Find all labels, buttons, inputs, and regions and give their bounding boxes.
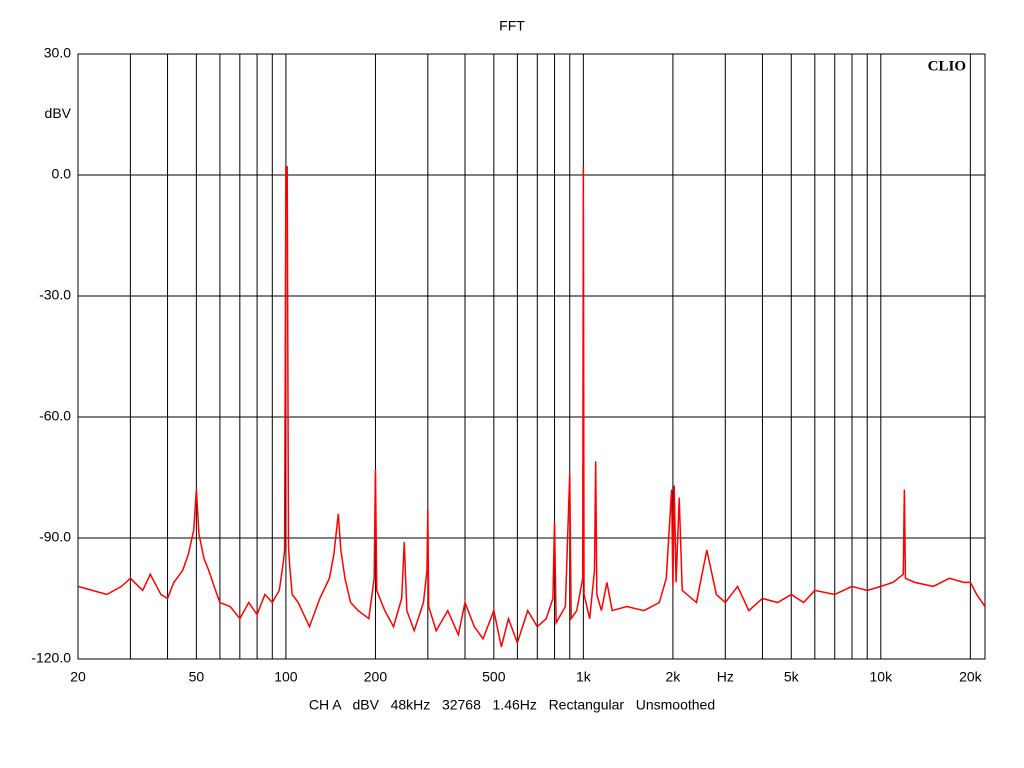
y-tick-label: 30.0 bbox=[44, 45, 71, 61]
y-tick-label: 0.0 bbox=[52, 166, 72, 182]
x-axis-label: Hz bbox=[717, 669, 734, 685]
x-tick-label: 10k bbox=[870, 669, 894, 685]
x-tick-label: 100 bbox=[274, 669, 298, 685]
x-tick-label: 5k bbox=[784, 669, 800, 685]
plot-border bbox=[77, 53, 986, 660]
y-axis-label: dBV bbox=[45, 105, 72, 121]
spectrum-line bbox=[77, 166, 986, 648]
x-tick-label: 2k bbox=[666, 669, 682, 685]
chart-title: FFT bbox=[499, 18, 525, 34]
y-tick-label: -30.0 bbox=[39, 287, 71, 303]
x-tick-label: 200 bbox=[364, 669, 388, 685]
annotation: CLIO bbox=[928, 58, 966, 74]
x-tick-label: 1k bbox=[576, 669, 592, 685]
y-tick-label: -60.0 bbox=[39, 408, 71, 424]
y-tick-label: -120.0 bbox=[31, 650, 71, 666]
x-tick-label: 50 bbox=[189, 669, 205, 685]
footer: CH A dBV 48kHz 32768 1.46Hz Rectangular … bbox=[309, 697, 715, 713]
x-tick-label: 500 bbox=[482, 669, 506, 685]
x-tick-label: 20k bbox=[959, 669, 983, 685]
y-tick-label: -90.0 bbox=[39, 529, 71, 545]
x-tick-label: 20 bbox=[70, 669, 86, 685]
